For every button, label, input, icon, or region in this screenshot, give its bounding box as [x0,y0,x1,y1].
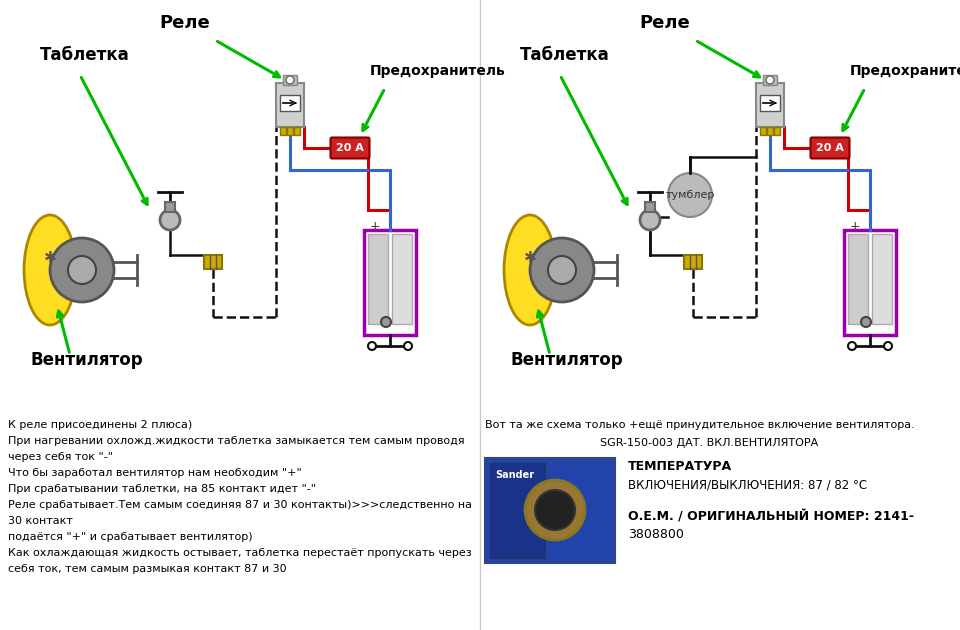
Circle shape [286,76,294,84]
Bar [276,83,304,127]
Bar [645,202,655,212]
Circle shape [68,256,96,284]
Bar [774,127,780,135]
Circle shape [640,210,660,230]
Text: При нагревании охложд.жидкости таблетка замыкается тем самым проводя: При нагревании охложд.жидкости таблетка … [8,436,465,446]
Bar [760,95,780,111]
Circle shape [381,317,391,327]
Bar [165,202,175,212]
Circle shape [766,76,774,84]
Circle shape [884,342,892,350]
Text: Таблетка: Таблетка [520,46,610,64]
Circle shape [548,256,576,284]
Bar [368,234,388,324]
Text: Что бы заработал вентилятор нам необходим "+": Что бы заработал вентилятор нам необходи… [8,468,301,478]
Bar [283,75,297,85]
Bar [756,83,784,127]
Text: О.Е.М. / ОРИГИНАЛЬНЫЙ НОМЕР: 2141-: О.Е.М. / ОРИГИНАЛЬНЫЙ НОМЕР: 2141- [628,510,914,523]
Bar [392,234,412,324]
Text: 3808800: 3808800 [628,528,684,541]
Bar [364,230,416,335]
Ellipse shape [504,215,556,325]
Text: При срабатывании таблетки, на 85 контакт идет "-": При срабатывании таблетки, на 85 контакт… [8,484,316,494]
Text: 20 А: 20 А [336,143,364,153]
Text: 30 контакт: 30 контакт [8,516,73,526]
Text: Реле: Реле [639,14,690,32]
Text: Предохранитель: Предохранитель [370,64,506,78]
Bar [763,75,777,85]
Text: Реле срабатывает.Тем самым соединяя 87 и 30 контакты)>>>следственно на: Реле срабатывает.Тем самым соединяя 87 и… [8,500,472,510]
Text: Вот та же схема только +ещё принудительное включение вентилятора.: Вот та же схема только +ещё принудительн… [485,420,915,430]
Circle shape [535,490,575,530]
Bar [760,127,766,135]
Circle shape [848,342,856,350]
Text: подаётся "+" и срабатывает вентилятор): подаётся "+" и срабатывает вентилятор) [8,532,252,542]
Text: Вентилятор: Вентилятор [510,351,623,369]
Text: Вентилятор: Вентилятор [30,351,143,369]
Bar [844,230,896,335]
Bar [294,127,300,135]
Text: 20 А: 20 А [816,143,844,153]
Bar [280,127,286,135]
Circle shape [668,173,712,217]
Text: ✱: ✱ [523,251,537,265]
Text: SGR-150-003 ДАТ. ВКЛ.ВЕНТИЛЯТОРА: SGR-150-003 ДАТ. ВКЛ.ВЕНТИЛЯТОРА [600,438,818,448]
Circle shape [368,342,376,350]
Bar [280,95,300,111]
Text: через себя ток "-": через себя ток "-" [8,452,113,462]
FancyBboxPatch shape [330,137,370,159]
Bar [204,255,222,269]
Text: Реле: Реле [159,14,210,32]
Text: К реле присоединены 2 плюса): К реле присоединены 2 плюса) [8,420,192,430]
Circle shape [404,342,412,350]
Circle shape [525,480,585,540]
Circle shape [861,317,871,327]
Circle shape [530,238,594,302]
Text: +: + [850,220,860,233]
Ellipse shape [24,215,76,325]
Circle shape [160,210,180,230]
Bar [490,463,545,558]
Text: Sander: Sander [495,470,534,480]
Bar [684,255,702,269]
Text: +: + [370,220,380,233]
Circle shape [50,238,114,302]
Text: Таблетка: Таблетка [40,46,130,64]
Text: тумблер: тумблер [665,190,714,200]
Bar [848,234,868,324]
Bar [872,234,892,324]
Text: ✱: ✱ [43,251,57,265]
Text: себя ток, тем самым размыкая контакт 87 и 30: себя ток, тем самым размыкая контакт 87 … [8,564,287,574]
Text: Как охлаждающая жидкость остывает, таблетка перестаёт пропускать через: Как охлаждающая жидкость остывает, табле… [8,548,471,558]
Bar [287,127,293,135]
Text: Предохранитель: Предохранитель [850,64,960,78]
Text: ВКЛЮЧЕНИЯ/ВЫКЛЮЧЕНИЯ: 87 / 82 °C: ВКЛЮЧЕНИЯ/ВЫКЛЮЧЕНИЯ: 87 / 82 °C [628,478,867,491]
Bar [767,127,773,135]
FancyBboxPatch shape [810,137,850,159]
Text: ТЕМПЕРАТУРА: ТЕМПЕРАТУРА [628,460,732,473]
Bar [485,458,615,563]
